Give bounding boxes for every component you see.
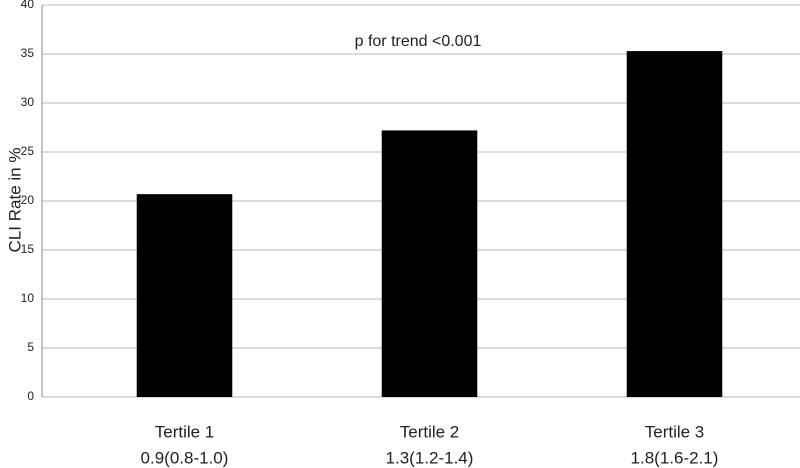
- x-tick-label: Tertile 3: [645, 422, 705, 441]
- x-tick-label: Tertile 2: [400, 422, 460, 441]
- x-tick-label: Tertile 1: [155, 422, 215, 441]
- bar: [381, 130, 478, 397]
- y-tick-label: 0: [27, 389, 34, 403]
- y-tick-label: 25: [21, 144, 35, 158]
- y-tick-label: 20: [21, 193, 35, 207]
- y-tick-label: 35: [21, 46, 35, 60]
- y-tick-label: 5: [27, 340, 34, 354]
- bar: [136, 194, 233, 397]
- x-tick-label: 1.8(1.6-2.1): [631, 448, 719, 467]
- y-tick-label: 10: [21, 291, 35, 305]
- y-axis-label: CLI Rate in %: [5, 148, 24, 253]
- y-tick-label: 40: [21, 0, 35, 11]
- y-tick-label: 15: [21, 242, 35, 256]
- y-tick-label: 30: [21, 95, 35, 109]
- x-tick-label: 0.9(0.8-1.0): [141, 448, 229, 467]
- x-tick-label: 1.3(1.2-1.4): [386, 448, 474, 467]
- bar: [626, 51, 723, 398]
- annotation: p for trend <0.001: [355, 33, 482, 50]
